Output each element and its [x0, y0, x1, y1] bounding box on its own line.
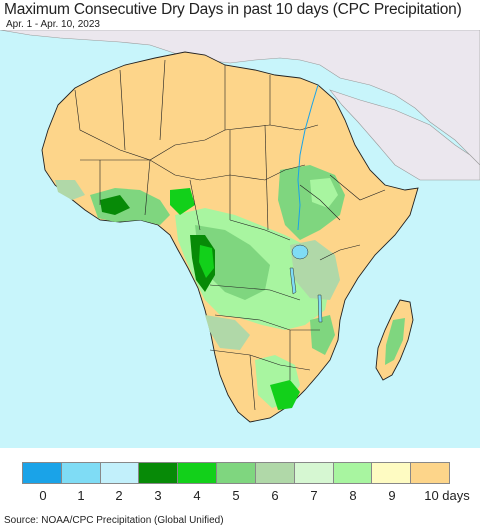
- country-borders: [74, 59, 386, 411]
- legend-swatch-7: [294, 463, 334, 483]
- africa-map: [0, 30, 480, 448]
- legend-swatch-1: [61, 463, 101, 483]
- wet-zone-west-coast: [55, 180, 85, 200]
- wet-zone-cameroon: [170, 188, 195, 215]
- legend-tick-10: 10 days: [424, 488, 470, 503]
- legend-swatch-3: [139, 463, 179, 483]
- legend-swatch-2: [100, 463, 140, 483]
- nile-river: [297, 84, 319, 231]
- legend-swatch-8: [333, 463, 373, 483]
- legend-tick-4: 4: [193, 488, 201, 503]
- wet-zone-southeast: [270, 380, 300, 410]
- wet-zone-angola: [205, 315, 250, 350]
- legend-tick-5: 5: [232, 488, 240, 503]
- wet-zone-ethiopia: [310, 178, 338, 208]
- lake-tanganyika: [289, 267, 297, 295]
- legend-swatch-10: [411, 463, 449, 483]
- legend-tick-9: 9: [388, 488, 396, 503]
- legend-swatch-4: [178, 463, 218, 483]
- color-legend: [22, 462, 450, 484]
- legend-tick-8: 8: [349, 488, 357, 503]
- arabia: [329, 89, 480, 181]
- wet-zone-madagascar: [385, 318, 405, 365]
- date-range: Apr. 1 - Apr. 10, 2023: [6, 19, 100, 30]
- legend-swatch-6: [255, 463, 295, 483]
- legend-tick-0: 0: [39, 488, 47, 503]
- legend-swatch-5: [217, 463, 256, 483]
- lake-malawi: [317, 294, 323, 323]
- legend-swatch-0: [23, 463, 62, 483]
- legend-tick-2: 2: [115, 488, 123, 503]
- wet-zone-mozambique: [310, 315, 335, 355]
- wet-zone-green-west: [100, 195, 130, 215]
- lake-victoria: [291, 244, 309, 260]
- wet-zone-gabon-bright: [199, 245, 214, 278]
- source-note: Source: NOAA/CPC Precipitation (Global U…: [4, 515, 224, 526]
- legend-swatch-9: [372, 463, 412, 483]
- legend-ticks: 0 1 2 3 4 5 6 7 8 9 10 days: [0, 488, 480, 504]
- legend-tick-6: 6: [271, 488, 279, 503]
- wet-zone-central: [195, 225, 270, 300]
- map-title: Maximum Consecutive Dry Days in past 10 …: [4, 1, 462, 18]
- legend-tick-7: 7: [310, 488, 318, 503]
- legend-tick-3: 3: [154, 488, 162, 503]
- legend-tick-1: 1: [77, 488, 85, 503]
- europe-landmass: [0, 30, 480, 166]
- wet-zone-gulf-guinea: [90, 188, 170, 225]
